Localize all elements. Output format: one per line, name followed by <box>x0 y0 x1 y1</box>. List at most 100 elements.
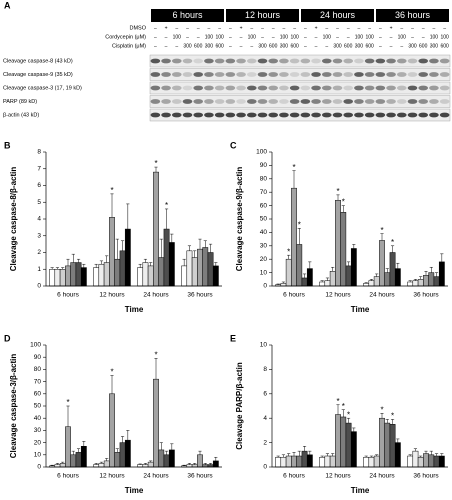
blot-band <box>236 58 246 64</box>
bar <box>207 464 214 468</box>
error-bar <box>198 450 202 455</box>
bar <box>137 464 144 468</box>
bar <box>103 262 110 287</box>
blot-band <box>225 112 236 118</box>
error-bar <box>419 276 423 280</box>
blot-band <box>311 72 321 77</box>
x-tick-label: 6 hours <box>283 473 305 480</box>
error-bar <box>385 419 389 424</box>
treatment-lane: – <box>175 25 178 31</box>
error-bar <box>308 261 312 269</box>
bar <box>163 454 170 468</box>
blot-band <box>268 112 279 118</box>
error-bar <box>214 262 218 266</box>
error-bar <box>380 233 384 241</box>
treatment-lane: 600 <box>215 43 224 49</box>
bar <box>158 449 165 468</box>
treatment-label: Cisplatin (μM) <box>112 43 146 49</box>
blot-band <box>214 99 225 104</box>
blot-band <box>268 99 279 104</box>
blot-band <box>171 99 182 104</box>
y-tick-label: 50 <box>260 216 268 223</box>
error-bar <box>187 463 192 465</box>
error-bar <box>341 409 345 417</box>
bar <box>191 257 198 287</box>
blot-band <box>396 112 407 118</box>
treatment-lane: – <box>229 34 232 40</box>
error-bar <box>120 436 125 443</box>
axes <box>45 345 222 468</box>
blot-band <box>150 112 161 118</box>
treatment-lane: – <box>165 34 168 40</box>
treatment-lane: – <box>229 43 232 49</box>
bar <box>119 442 126 468</box>
error-bar <box>94 263 98 268</box>
significance-marker: * <box>110 368 113 377</box>
blot-band <box>375 112 386 118</box>
bar <box>335 414 341 468</box>
blot-band <box>236 72 246 77</box>
significance-marker: * <box>292 163 295 172</box>
y-tick-label: 100 <box>30 342 41 349</box>
y-tick-label: 50 <box>34 403 42 410</box>
error-bar <box>385 268 389 273</box>
significance-marker: * <box>342 402 345 411</box>
treatment-lane: + <box>165 25 168 31</box>
x-tick-label: 36 hours <box>413 292 439 299</box>
blot-band <box>386 85 396 91</box>
blot-band <box>396 58 407 64</box>
error-bar <box>55 267 60 270</box>
bar <box>147 461 154 468</box>
blot-band <box>246 112 257 118</box>
error-bar <box>76 448 81 453</box>
bar <box>306 454 313 468</box>
blot-band <box>289 85 300 91</box>
bar <box>54 464 61 468</box>
bar <box>109 393 115 468</box>
bar <box>124 228 131 287</box>
treatment-lane: – <box>368 25 371 31</box>
bar <box>197 454 203 468</box>
bar <box>428 454 435 468</box>
blot-band <box>407 85 418 91</box>
treatment-lane: – <box>325 43 328 49</box>
blot-band <box>289 112 300 118</box>
bar <box>412 280 419 287</box>
bar <box>301 277 308 287</box>
y-axis-title: Cleavage caspase-8/β-actin <box>9 167 18 272</box>
error-bar <box>193 250 197 258</box>
blot-band <box>182 112 193 118</box>
treatment-lane: 600 <box>344 43 353 49</box>
blot-band <box>150 58 161 64</box>
bar <box>80 267 87 287</box>
error-bar <box>154 166 158 173</box>
significance-marker: * <box>336 187 339 196</box>
blot-band <box>193 99 204 104</box>
error-bar <box>413 448 418 452</box>
timepoint-label: 12 hours <box>245 10 281 20</box>
error-bar <box>143 258 148 263</box>
blot-band <box>439 85 450 91</box>
error-bar <box>82 263 86 268</box>
y-tick-label: 3 <box>37 232 41 239</box>
blot-band <box>268 72 279 77</box>
y-tick-label: 1 <box>37 266 41 273</box>
bar <box>75 262 82 287</box>
blot-strip <box>149 54 451 68</box>
y-tick-label: 0 <box>263 283 267 290</box>
bar <box>65 265 71 287</box>
y-tick-label: 80 <box>260 176 268 183</box>
error-bar <box>149 460 153 463</box>
bar <box>350 431 357 468</box>
error-bar <box>287 254 291 260</box>
bar <box>98 463 105 468</box>
bar <box>202 464 209 468</box>
x-tick-label: 24 hours <box>369 292 395 299</box>
treatment-lane: – <box>315 43 318 49</box>
blot-band <box>354 99 364 104</box>
bar <box>373 276 380 287</box>
blot-band <box>150 99 161 104</box>
bar <box>335 199 341 287</box>
bar <box>114 452 121 468</box>
error-bar <box>126 430 130 441</box>
